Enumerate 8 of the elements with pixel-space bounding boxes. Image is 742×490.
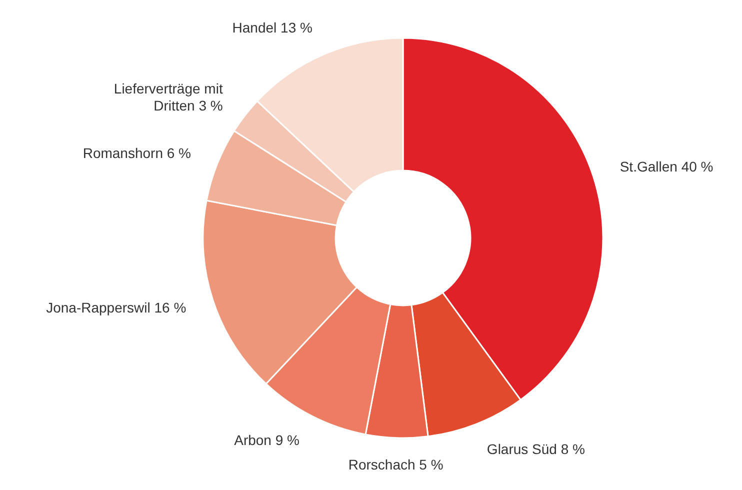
slice-label: Lieferverträge mit Dritten 3 % bbox=[114, 80, 223, 114]
slice-label: St.Gallen 40 % bbox=[620, 158, 714, 174]
slice-label: Rorschach 5 % bbox=[348, 456, 444, 473]
slice-label: Handel 13 % bbox=[232, 20, 312, 36]
slice-label: Romanshorn 6 % bbox=[82, 144, 192, 161]
slice-label: Arbon 9 % bbox=[234, 432, 300, 448]
slice-label: Glarus Süd 8 % bbox=[486, 440, 585, 457]
slice-label: Jona-Rapperswil 16 % bbox=[46, 299, 186, 316]
